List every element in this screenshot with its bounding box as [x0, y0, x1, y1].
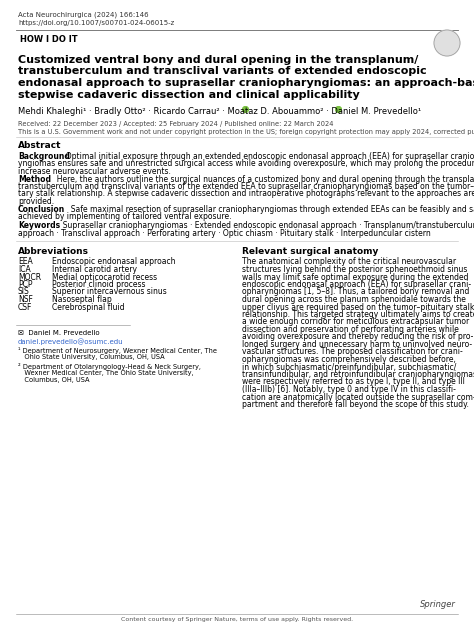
Text: Abbreviations: Abbreviations [18, 247, 89, 255]
Text: Method: Method [18, 174, 51, 184]
Text: cation are anatomically located outside the suprasellar com-: cation are anatomically located outside … [242, 392, 474, 401]
Text: Here, the authors outline the surgical nuances of a customized bony and dural op: Here, the authors outline the surgical n… [52, 174, 474, 184]
Text: structures lying behind the posterior sphenoethmoid sinus: structures lying behind the posterior sp… [242, 265, 467, 274]
Text: HOW I DO IT: HOW I DO IT [20, 35, 78, 44]
Text: EEA: EEA [18, 257, 33, 267]
Text: approach · Transclival approach · Perforating artery · Optic chiasm · Pituitary : approach · Transclival approach · Perfor… [18, 229, 431, 238]
Text: Mehdi Khaleghi¹ · Bradly Otto² · Ricardo Carrau² · Moataz D. Abouammo² · Daniel : Mehdi Khaleghi¹ · Bradly Otto² · Ricardo… [18, 107, 421, 116]
Text: NSF: NSF [18, 295, 33, 304]
Text: Acta Neurochirurgica (2024) 166:146: Acta Neurochirurgica (2024) 166:146 [18, 12, 149, 18]
Text: SIS: SIS [18, 287, 30, 296]
Text: This is a U.S. Government work and not under copyright protection in the US; for: This is a U.S. Government work and not u… [18, 129, 474, 135]
Text: Cerebrospinal fluid: Cerebrospinal fluid [52, 303, 125, 311]
Text: (IIIa–IIIb) [6]. Notably, type 0 and type IV in this classifi-: (IIIa–IIIb) [6]. Notably, type 0 and typ… [242, 385, 456, 394]
Text: tary stalk relationship. A stepwise cadaveric dissection and intraoperative phot: tary stalk relationship. A stepwise cada… [18, 189, 474, 199]
Text: Medial opticocarotid recess: Medial opticocarotid recess [52, 272, 157, 282]
Text: ICA: ICA [18, 265, 31, 274]
Text: longed surgery and unnecessary harm to uninvolved neuro-: longed surgery and unnecessary harm to u… [242, 340, 472, 349]
Text: in which subchiasmatic/preinfundibular, subchiasmatic/: in which subchiasmatic/preinfundibular, … [242, 362, 456, 372]
Text: dissection and preservation of perforating arteries while: dissection and preservation of perforati… [242, 325, 459, 334]
Text: Nasoseptal flap: Nasoseptal flap [52, 295, 112, 304]
Text: Background: Background [18, 152, 70, 161]
Text: partment and therefore fall beyond the scope of this study.: partment and therefore fall beyond the s… [242, 400, 469, 409]
Text: Columbus, OH, USA: Columbus, OH, USA [18, 377, 90, 383]
Text: opharyngiomas [1, 5–8]. Thus, a tailored bony removal and: opharyngiomas [1, 5–8]. Thus, a tailored… [242, 287, 469, 296]
Text: endonasal approach to suprasellar craniopharyngiomas: an approach-based: endonasal approach to suprasellar cranio… [18, 78, 474, 88]
Text: ¹ Department of Neurosurgery, Wexner Medical Center, The: ¹ Department of Neurosurgery, Wexner Med… [18, 347, 217, 354]
Text: Customized ventral bony and dural opening in the transplanum/: Customized ventral bony and dural openin… [18, 55, 419, 65]
Text: Superior intercavernous sinus: Superior intercavernous sinus [52, 287, 167, 296]
Text: stepwise cadaveric dissection and clinical applicability: stepwise cadaveric dissection and clinic… [18, 89, 360, 99]
Text: Optimal initial exposure through an extended endoscopic endonasal approach (EEA): Optimal initial exposure through an exte… [61, 152, 474, 161]
Circle shape [434, 30, 460, 56]
Text: opharyngiomas was comprehensively described before,: opharyngiomas was comprehensively descri… [242, 355, 456, 364]
Text: dural opening across the planum sphenoidale towards the: dural opening across the planum sphenoid… [242, 295, 466, 304]
Text: Endoscopic endonasal approach: Endoscopic endonasal approach [52, 257, 175, 267]
Text: ² Department of Otolaryngology-Head & Neck Surgery,: ² Department of Otolaryngology-Head & Ne… [18, 363, 201, 370]
Text: Internal carotid artery: Internal carotid artery [52, 265, 137, 274]
Text: https://doi.org/10.1007/s00701-024-06015-z: https://doi.org/10.1007/s00701-024-06015… [18, 20, 174, 26]
Text: Suprasellar craniopharyngiomas · Extended endoscopic endonasal approach · Transp: Suprasellar craniopharyngiomas · Extende… [58, 221, 474, 230]
Text: were respectively referred to as type I, type II, and type III: were respectively referred to as type I,… [242, 377, 465, 386]
Text: Safe maximal resection of suprasellar craniopharyngiomas through extended EEAs c: Safe maximal resection of suprasellar cr… [66, 204, 474, 213]
Text: ✉  Daniel M. Prevedello: ✉ Daniel M. Prevedello [18, 330, 100, 336]
Text: transtuberculum and transclival variants of extended endoscopic: transtuberculum and transclival variants… [18, 67, 427, 77]
Text: Content courtesy of Springer Nature, terms of use apply. Rights reserved.: Content courtesy of Springer Nature, ter… [121, 617, 353, 622]
Text: relationship. This targeted strategy ultimately aims to create: relationship. This targeted strategy ult… [242, 310, 474, 319]
Text: daniel.prevedello@osumc.edu: daniel.prevedello@osumc.edu [18, 338, 124, 345]
Text: Relevant surgical anatomy: Relevant surgical anatomy [242, 247, 378, 255]
Text: Abstract: Abstract [18, 141, 62, 150]
Text: increase neurovascular adverse events.: increase neurovascular adverse events. [18, 167, 171, 176]
Text: Ohio State University, Columbus, OH, USA: Ohio State University, Columbus, OH, USA [18, 354, 164, 360]
Text: Conclusion: Conclusion [18, 204, 65, 213]
Text: CSF: CSF [18, 303, 32, 311]
Text: a wide enough corridor for meticulous extracapsular tumor: a wide enough corridor for meticulous ex… [242, 318, 469, 326]
Text: vascular structures. The proposed classification for crani-: vascular structures. The proposed classi… [242, 347, 463, 357]
Text: updates: updates [437, 44, 457, 49]
Text: Posterior clinoid process: Posterior clinoid process [52, 280, 146, 289]
Text: achieved by implementing of tailored ventral exposure.: achieved by implementing of tailored ven… [18, 212, 231, 221]
Text: The anatomical complexity of the critical neurovascular: The anatomical complexity of the critica… [242, 257, 456, 267]
Text: Wexner Medical Center, The Ohio State University,: Wexner Medical Center, The Ohio State Un… [18, 370, 193, 376]
Text: endoscopic endonasal approach (EEA) for suprasellar crani-: endoscopic endonasal approach (EEA) for … [242, 280, 471, 289]
Text: Keywords: Keywords [18, 221, 60, 230]
Text: MOCR: MOCR [18, 272, 41, 282]
Text: transinfundibular, and retroinfundibular craniopharyngiomas: transinfundibular, and retroinfundibular… [242, 370, 474, 379]
Text: PCP: PCP [18, 280, 33, 289]
Text: provided.: provided. [18, 197, 54, 206]
Text: transtuberculum and transclival variants of the extended EEA to suprasellar cran: transtuberculum and transclival variants… [18, 182, 474, 191]
Text: Check for: Check for [435, 39, 459, 44]
Text: walls may limit safe optimal exposure during the extended: walls may limit safe optimal exposure du… [242, 272, 468, 282]
Text: yngiomas ensures safe and unrestricted surgical access while avoiding overexposu: yngiomas ensures safe and unrestricted s… [18, 160, 474, 169]
Text: Received: 22 December 2023 / Accepted: 25 February 2024 / Published online: 22 M: Received: 22 December 2023 / Accepted: 2… [18, 121, 334, 127]
Text: avoiding overexposure and thereby reducing the risk of pro-: avoiding overexposure and thereby reduci… [242, 333, 474, 342]
Text: Springer: Springer [420, 600, 456, 609]
Text: upper clivus are required based on the tumor–pituitary stalk: upper clivus are required based on the t… [242, 303, 474, 311]
